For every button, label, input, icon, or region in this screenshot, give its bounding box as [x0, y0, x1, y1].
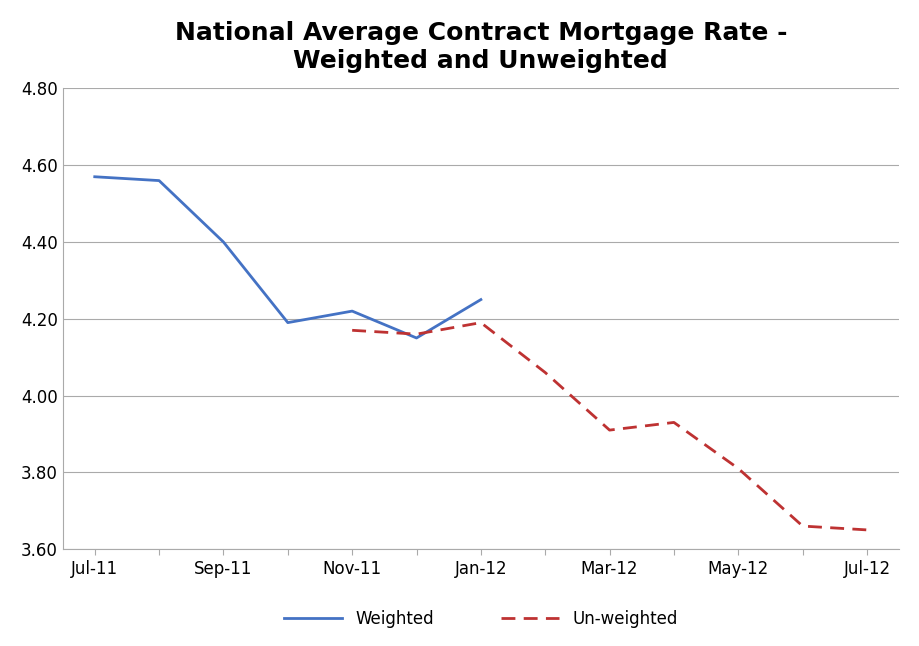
Un-weighted: [539, 369, 550, 377]
Un-weighted: [860, 526, 871, 534]
Weighted: [282, 318, 293, 326]
Weighted: [218, 238, 229, 246]
Un-weighted: [346, 326, 357, 334]
Un-weighted: [604, 426, 615, 434]
Un-weighted: [732, 464, 743, 472]
Line: Un-weighted: Un-weighted: [352, 322, 866, 530]
Un-weighted: [411, 330, 422, 338]
Weighted: [153, 177, 165, 185]
Weighted: [411, 334, 422, 342]
Un-weighted: [796, 522, 807, 530]
Line: Weighted: Weighted: [95, 177, 481, 338]
Title: National Average Contract Mortgage Rate -
Weighted and Unweighted: National Average Contract Mortgage Rate …: [175, 21, 787, 72]
Un-weighted: [475, 318, 486, 326]
Weighted: [89, 173, 100, 181]
Legend: Weighted, Un-weighted: Weighted, Un-weighted: [277, 603, 684, 635]
Weighted: [346, 307, 357, 315]
Un-weighted: [668, 419, 679, 426]
Weighted: [475, 296, 486, 304]
